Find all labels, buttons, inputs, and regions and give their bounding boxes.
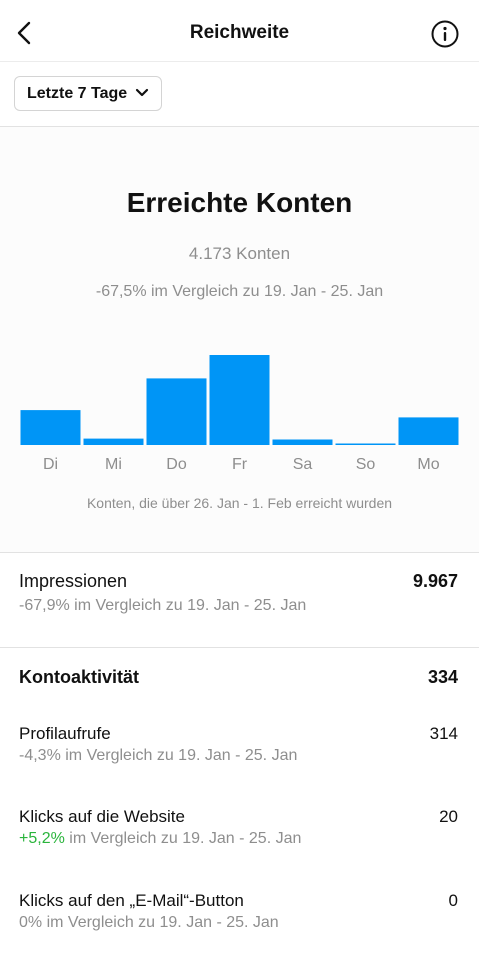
info-circle-icon[interactable] (431, 20, 459, 48)
date-range-label: Letzte 7 Tage (27, 84, 128, 102)
item-change-positive: +5,2% (19, 830, 65, 847)
chart-caption: Konten, die über 26. Jan - 1. Feb erreic… (86, 495, 393, 511)
x-tick-label: Di (43, 456, 58, 473)
chevron-down-icon (135, 85, 149, 103)
item-value: 20 (439, 807, 458, 826)
reach-section: Erreichte Konten 4.173 Konten -67,5% im … (0, 127, 479, 553)
activity-value: 334 (427, 667, 458, 687)
reach-count: 4.173 Konten (188, 244, 291, 263)
chevron-left-icon[interactable] (12, 18, 38, 48)
bar-fr[interactable] (209, 355, 270, 445)
x-tick-label: Mo (417, 456, 439, 473)
item-value: 0 (448, 891, 458, 910)
account-activity-section: Kontoaktivität 334 Profilaufrufe 314 -4,… (0, 648, 479, 960)
date-range-dropdown[interactable]: Letzte 7 Tage (14, 76, 163, 111)
item-label: Profilaufrufe (19, 724, 111, 743)
item-change-rest: im Vergleich zu 19. Jan - 25. Jan (60, 747, 298, 764)
item-change-rest: im Vergleich zu 19. Jan - 25. Jan (64, 830, 302, 847)
filter-row: Letzte 7 Tage (0, 62, 479, 127)
x-tick-label: Sa (293, 456, 313, 473)
item-comparison: -4,3% im Vergleich zu 19. Jan - 25. Jan (19, 747, 297, 765)
x-tick-label: Fr (232, 456, 248, 473)
item-change-rest: im Vergleich zu 19. Jan - 25. Jan (42, 914, 279, 931)
item-change: -4,3% (19, 747, 61, 764)
page-title: Reichweite (189, 22, 290, 43)
item-label: Klicks auf die Website (19, 807, 185, 826)
item-comparison: +5,2% im Vergleich zu 19. Jan - 25. Jan (19, 830, 301, 848)
x-tick-label: So (356, 456, 376, 473)
bar-mo[interactable] (398, 417, 459, 445)
activity-label: Kontoaktivität (19, 667, 140, 687)
impressions-comparison: -67,9% im Vergleich zu 19. Jan - 25. Jan (19, 597, 307, 614)
reach-comparison: -67,5% im Vergleich zu 19. Jan - 25. Jan (95, 283, 384, 300)
bar-mi[interactable] (83, 438, 144, 445)
x-tick-label: Do (166, 456, 187, 473)
item-label: Klicks auf den „E-Mail“-Button (19, 891, 244, 910)
item-change: 0% (19, 914, 43, 931)
top-bar: Reichweite (0, 0, 479, 62)
x-tick-label: Mi (105, 456, 122, 473)
bar-so[interactable] (335, 443, 396, 446)
impressions-section[interactable]: Impressionen 9.967 -67,9% im Vergleich z… (0, 553, 479, 648)
bar-sa[interactable] (272, 439, 333, 446)
reach-title: Erreichte Konten (126, 187, 353, 218)
item-comparison: 0% im Vergleich zu 19. Jan - 25. Jan (19, 914, 279, 932)
bar-di[interactable] (20, 410, 81, 445)
impressions-value: 9.967 (412, 571, 458, 591)
impressions-label: Impressionen (19, 571, 128, 591)
bar-do[interactable] (146, 378, 207, 445)
reach-bar-chart: Di Mi Do Fr Sa So Mo (20, 355, 459, 473)
item-value: 314 (429, 724, 458, 743)
